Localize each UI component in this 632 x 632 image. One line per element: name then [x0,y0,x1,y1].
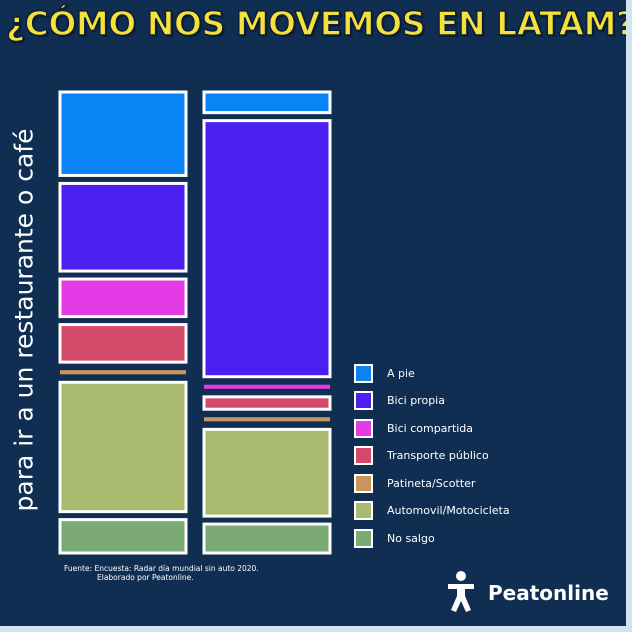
source-line-2: Elaborado por Peatonline. [97,573,194,582]
bar-segment-col2-bici-compartida [204,384,330,389]
bar-segment-col1-patineta-scotter [60,370,186,375]
bar-segment-col1-no-salgo [58,518,188,555]
legend-item: Automovil/Motocicleta [354,501,510,521]
bar-segment-col1-a-pie [58,90,188,177]
bar-segment-col2-patineta-scotter [204,417,330,422]
legend-swatch [354,528,373,548]
legend-swatch [354,391,373,410]
legend-swatch [354,418,373,438]
bar-segment-col2-transporte-p-blico [202,395,332,411]
pedestrian-icon [448,571,474,612]
legend-label: Patineta/Scotter [387,476,476,490]
bar-segment-col1-bici-propia [58,181,188,273]
legend-label: Transporte público [387,449,489,462]
legend-swatch [354,473,373,493]
legend-label: Bici compartida [387,421,474,435]
page-title: ¿CÓMO NOS MOVEMOS EN LATAM? [5,3,626,44]
brand-logo: Peatonline [444,570,609,616]
legend-item: A pie [354,363,415,383]
legend-item: No salgo [354,528,435,548]
source-line-1: Fuente: Encuesta: Radar día mundial sin … [64,564,259,573]
bar-segment-col1-transporte-p-blico [58,323,188,364]
legend-swatch [354,501,373,520]
legend-label: No salgo [387,531,435,545]
brand-name: Peatonline [488,581,609,605]
bar-segment-col2-automovil-motocicleta [202,427,332,518]
legend-item: Patineta/Scotter [354,473,475,493]
bar-segment-col1-automovil-motocicleta [58,380,188,514]
legend-swatch [354,363,373,383]
legend-swatch [354,446,373,465]
legend-item: Bici propia [354,391,445,411]
legend-item: Bici compartida [354,418,473,438]
source-note: Fuente: Encuesta: Radar día mundial sin … [64,564,259,582]
bar-segment-col2-no-salgo [202,522,332,555]
legend-label: Bici propia [387,394,445,407]
bar-segment-col1-bici-compartida [58,277,188,319]
legend-label: Automovil/Motocicleta [387,504,510,517]
bar-segment-col2-a-pie [202,90,332,115]
bar-segment-col2-bici-propia [202,119,332,379]
legend-item: Transporte público [354,446,489,466]
legend-label: A pie [387,366,415,380]
